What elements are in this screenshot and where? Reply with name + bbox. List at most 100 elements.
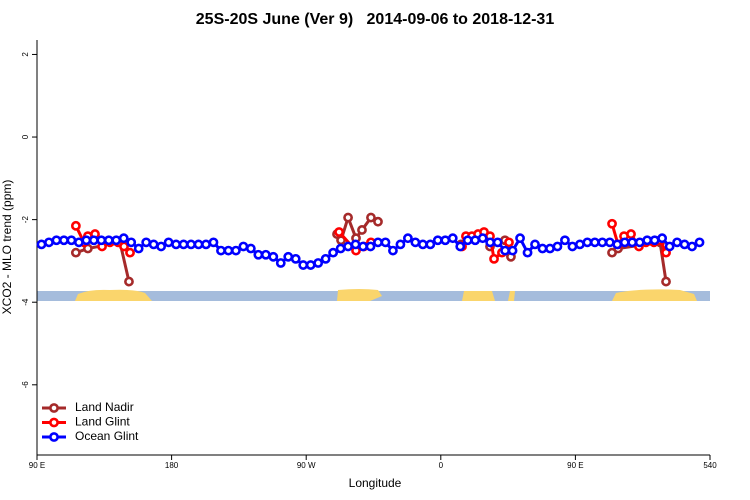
land-band — [508, 291, 515, 301]
point — [522, 247, 533, 258]
legend-label: Ocean Glint — [75, 429, 139, 443]
point — [245, 243, 256, 254]
point — [119, 241, 129, 252]
point — [223, 245, 234, 256]
point — [642, 235, 653, 246]
y-tick-label: -6 — [21, 381, 30, 389]
point — [126, 237, 137, 248]
point — [672, 237, 682, 248]
point — [661, 276, 671, 287]
point — [357, 225, 367, 235]
point — [275, 258, 286, 268]
point — [133, 243, 144, 254]
point — [366, 212, 376, 223]
land-band — [462, 291, 495, 301]
point — [163, 237, 174, 248]
point — [627, 237, 638, 248]
point — [634, 237, 645, 248]
point — [515, 233, 525, 244]
point — [582, 237, 593, 248]
point — [66, 235, 77, 246]
point — [432, 235, 443, 246]
point — [619, 237, 630, 248]
x-tick-label: 90 E — [567, 461, 583, 470]
y-tick-label: -4 — [21, 298, 30, 306]
point — [504, 237, 514, 248]
point — [664, 241, 675, 252]
point — [156, 241, 167, 252]
point — [485, 237, 496, 248]
point — [380, 237, 391, 248]
point — [305, 260, 316, 270]
x-tick-label: 0 — [439, 461, 444, 470]
point — [208, 237, 219, 248]
point — [320, 253, 331, 264]
point — [492, 237, 503, 248]
point — [178, 239, 189, 250]
point — [59, 235, 69, 246]
x-axis-title: Longitude — [349, 476, 402, 490]
point — [440, 235, 451, 246]
point — [694, 237, 705, 248]
point — [567, 241, 578, 252]
point — [335, 243, 346, 254]
legend-swatch-point — [49, 403, 59, 413]
point — [612, 239, 623, 250]
land-band — [612, 289, 697, 301]
point — [350, 239, 361, 250]
point — [500, 245, 511, 256]
legend-label: Land Nadir — [75, 400, 134, 414]
point — [290, 253, 301, 264]
y-tick-label: 0 — [21, 134, 30, 139]
point — [141, 237, 152, 248]
point — [125, 247, 135, 258]
point — [88, 235, 99, 246]
point — [507, 245, 518, 256]
x-tick-label: 90 E — [29, 461, 45, 470]
point — [626, 229, 636, 239]
point — [604, 237, 615, 248]
point — [70, 247, 81, 258]
point — [313, 258, 324, 268]
point — [81, 235, 92, 246]
x-tick-label: 180 — [165, 461, 179, 470]
point — [186, 239, 196, 250]
point — [111, 235, 122, 246]
point — [334, 227, 345, 237]
land-band — [75, 289, 152, 301]
point — [70, 220, 81, 231]
point — [395, 239, 406, 250]
point — [560, 235, 570, 246]
point — [328, 247, 339, 258]
legend-swatch-point — [49, 432, 59, 442]
point — [417, 239, 428, 250]
point — [103, 235, 114, 246]
point — [96, 235, 107, 246]
point — [193, 239, 204, 250]
point — [657, 233, 668, 244]
series — [36, 233, 705, 270]
point — [238, 241, 249, 252]
point — [477, 233, 488, 244]
point — [410, 237, 421, 248]
point — [574, 239, 585, 250]
legend-swatch-point — [49, 417, 59, 428]
point — [530, 239, 540, 250]
y-tick-label: -2 — [21, 216, 30, 224]
point — [545, 243, 555, 254]
y-tick-label: 2 — [21, 52, 30, 57]
point — [402, 233, 413, 244]
point — [343, 241, 353, 252]
point — [425, 239, 436, 250]
point — [607, 218, 617, 229]
point — [589, 237, 600, 248]
y-axis-title: XCO2 - MLO trend (ppm) — [0, 180, 14, 315]
point — [283, 251, 294, 262]
point — [298, 260, 309, 270]
point — [687, 241, 697, 252]
point — [462, 235, 473, 246]
point — [373, 216, 383, 227]
point — [171, 239, 181, 250]
land-band — [337, 289, 382, 301]
